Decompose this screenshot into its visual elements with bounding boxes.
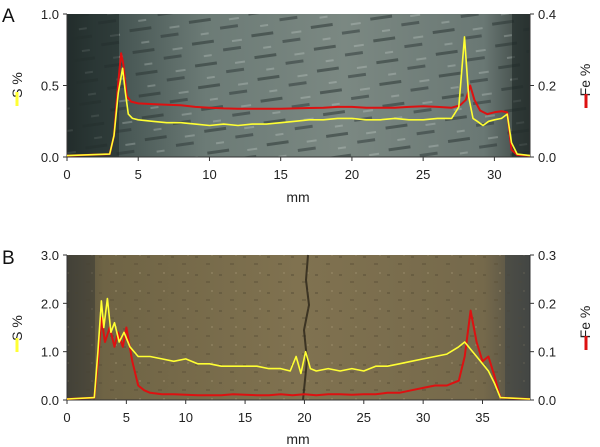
panel-b-left-holder [67, 255, 95, 400]
panel-b-x-tick-label: 10 [178, 410, 192, 425]
panel-b-left-tick-label: 1.0 [41, 345, 59, 360]
panel-b-x-tick-label: 0 [63, 410, 70, 425]
panel-a-left-legend: S % [9, 72, 25, 106]
panel-a-left-holder [67, 14, 119, 157]
panel-a-left-tick-label: 1.0 [41, 7, 59, 22]
panel-a-right-holder [512, 14, 530, 157]
panel-b: B 0 5 10 15 20 25 30 35 0.0 1.0 2.0 3.0 0.0 0.1 0.2 0.3… [2, 248, 593, 447]
panel-b-right-tick-label: 0.1 [538, 345, 556, 360]
panel-b-right-tick-label: 0.3 [538, 248, 556, 263]
panel-a-left-tick-label: 0.5 [41, 79, 59, 94]
panel-b-x-tick-label: 15 [238, 410, 252, 425]
panel-b-x-tick-label: 20 [297, 410, 311, 425]
panel-a-letter: A [2, 6, 15, 27]
panel-b-left-legend: S % [9, 315, 25, 352]
panel-a-right-tick-label: 0.4 [538, 7, 556, 22]
panel-a: A 0 5 10 15 20 25 300.00.51.00.00.20.4 mm S % … [2, 6, 593, 205]
panel-b-left-tick-label: 0.0 [41, 393, 59, 408]
panel-a-x-tick-label: 5 [135, 167, 142, 182]
panel-b-right-axis-title: Fe % [577, 306, 593, 339]
panel-b-x-tick-label: 5 [123, 410, 130, 425]
panel-a-x-tick-label: 30 [487, 167, 501, 182]
panel-b-x-tick-label: 30 [416, 410, 430, 425]
panel-a-right-axis-title: Fe % [577, 64, 593, 97]
panel-a-right-tick-label: 0.0 [538, 150, 556, 165]
panel-b-right-tick-label: 0.2 [538, 296, 556, 311]
panel-b-left-axis-title: S % [9, 315, 25, 341]
panel-b-x-axis-title: mm [286, 431, 309, 447]
panel-a-x-axis-title: mm [286, 189, 309, 205]
panel-a-x-tick-label: 20 [345, 167, 359, 182]
panel-a-right-legend: Fe % [577, 64, 593, 108]
panel-b-x-tick-label: 25 [357, 410, 371, 425]
panel-b-right-tick-label: 0.0 [538, 393, 556, 408]
panel-b-letter: B [2, 248, 15, 269]
panel-a-x-tick-label: 10 [202, 167, 216, 182]
panel-a-x-tick-label: 25 [416, 167, 430, 182]
panel-a-x-tick-label: 15 [273, 167, 287, 182]
panel-b-right-legend: Fe % [577, 306, 593, 350]
panel-a-left-tick-label: 0.0 [41, 150, 59, 165]
panel-a-right-tick-label: 0.2 [538, 79, 556, 94]
panel-b-x-tick-label: 35 [475, 410, 489, 425]
panel-b-left-tick-label: 2.0 [41, 296, 59, 311]
panel-b-right-holder [505, 255, 530, 400]
panel-b-left-tick-label: 3.0 [41, 248, 59, 263]
panel-a-x-tick-label: 0 [63, 167, 70, 182]
